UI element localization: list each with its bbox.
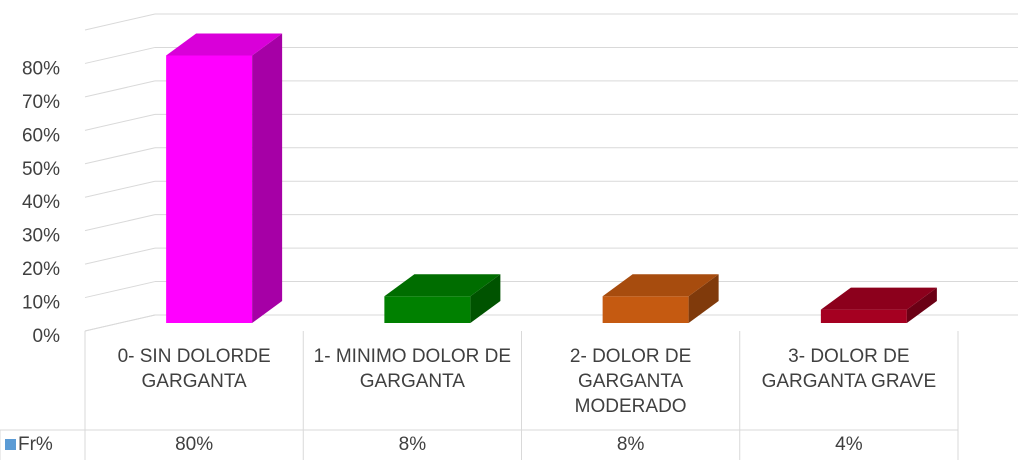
legend-label: Fr% xyxy=(18,434,53,455)
grid-line xyxy=(84,214,156,232)
bar-side xyxy=(252,33,283,323)
grid-line xyxy=(84,180,156,198)
bar xyxy=(384,296,471,323)
category-label: 2- DOLOR DE GARGANTA MODERADO xyxy=(569,346,692,417)
bar-top xyxy=(166,33,283,56)
bar-side xyxy=(470,274,501,323)
grid-line xyxy=(84,314,156,332)
grid-line xyxy=(84,147,156,165)
grid-line xyxy=(84,113,156,131)
category-label: 1- MINIMO DOLOR DE GARGANTA xyxy=(313,346,512,392)
y-tick-label: 60% xyxy=(22,125,60,146)
data-table-value: 4% xyxy=(835,434,863,455)
bar-side xyxy=(906,287,937,323)
y-tick-label: 30% xyxy=(22,226,60,247)
y-tick-label: 40% xyxy=(22,192,60,213)
bar xyxy=(166,55,253,323)
wall-edge xyxy=(84,13,156,31)
grid-line xyxy=(84,281,156,299)
y-tick-label: 0% xyxy=(33,326,61,347)
y-tick-label: 10% xyxy=(22,293,60,314)
category-label: 3- DOLOR DE GARGANTA GRAVE xyxy=(761,346,937,392)
bar xyxy=(602,296,689,323)
grid-line xyxy=(84,80,156,98)
bar xyxy=(820,309,907,323)
bar-side xyxy=(688,274,719,323)
y-tick-label: 80% xyxy=(22,58,60,79)
y-tick-label: 70% xyxy=(22,92,60,113)
data-table-value: 8% xyxy=(398,434,427,455)
grid-line xyxy=(84,247,156,265)
bar-top xyxy=(384,274,501,297)
data-table-value: 8% xyxy=(616,434,645,455)
bar-top xyxy=(602,274,719,297)
y-tick-label: 50% xyxy=(22,159,60,180)
grid-line xyxy=(84,46,156,64)
category-label: 0- SIN DOLORDE GARGANTA xyxy=(117,346,271,392)
legend-swatch xyxy=(5,439,16,450)
data-table-value: 80% xyxy=(175,434,214,455)
bar-top xyxy=(820,287,937,310)
y-tick-label: 20% xyxy=(22,259,60,280)
